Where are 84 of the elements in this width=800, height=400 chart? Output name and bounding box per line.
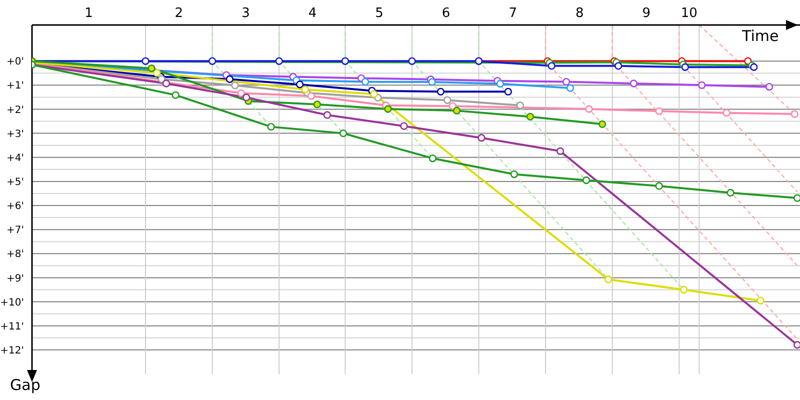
point bbox=[142, 57, 150, 65]
y-tick-label: +1' bbox=[6, 80, 24, 92]
point bbox=[384, 105, 392, 113]
x-tick-label: 1 bbox=[84, 6, 93, 21]
point bbox=[504, 88, 512, 96]
point bbox=[153, 69, 161, 77]
point bbox=[790, 110, 799, 118]
point bbox=[680, 286, 688, 294]
point bbox=[510, 170, 518, 178]
point bbox=[585, 105, 593, 113]
x-tick-label: 4 bbox=[308, 6, 317, 21]
x-tick-label: 2 bbox=[174, 6, 184, 21]
point bbox=[614, 62, 622, 70]
point bbox=[172, 91, 180, 99]
point bbox=[323, 111, 332, 119]
point bbox=[226, 75, 234, 84]
point bbox=[158, 75, 166, 84]
point bbox=[242, 94, 250, 102]
point bbox=[655, 182, 663, 190]
point bbox=[452, 106, 461, 115]
point bbox=[313, 100, 322, 108]
point bbox=[361, 78, 370, 86]
x-tick-label: 10 bbox=[680, 6, 698, 21]
point bbox=[341, 57, 350, 65]
x-tick-label: 6 bbox=[442, 6, 450, 21]
x-tick-label: 3 bbox=[242, 6, 250, 21]
x-axis-title: Time bbox=[742, 27, 779, 45]
y-tick-label: +5' bbox=[6, 177, 24, 188]
point bbox=[556, 147, 564, 155]
point bbox=[655, 107, 663, 116]
point bbox=[630, 80, 638, 88]
point bbox=[793, 194, 800, 202]
point bbox=[208, 57, 216, 65]
point bbox=[793, 341, 800, 349]
y-tick-label: +6' bbox=[6, 201, 24, 212]
y-tick-label: +0' bbox=[6, 56, 24, 68]
point bbox=[428, 78, 436, 86]
x-tick-label: 5 bbox=[375, 6, 384, 21]
point bbox=[765, 83, 774, 91]
point bbox=[604, 276, 612, 284]
point bbox=[275, 57, 283, 65]
x-tick-label: 7 bbox=[508, 6, 517, 21]
y-tick-label: +2' bbox=[6, 104, 24, 116]
point bbox=[301, 86, 309, 94]
y-tick-label: +7' bbox=[6, 225, 24, 236]
point bbox=[400, 122, 408, 130]
y-tick-label: +8' bbox=[6, 249, 24, 260]
point bbox=[726, 188, 734, 197]
point bbox=[237, 89, 245, 97]
point bbox=[516, 102, 524, 110]
point bbox=[296, 80, 304, 88]
x-tick-label: 9 bbox=[642, 6, 651, 21]
point bbox=[526, 112, 534, 121]
point bbox=[307, 92, 315, 100]
point bbox=[496, 80, 504, 88]
y-tick-label: +9' bbox=[6, 273, 24, 284]
point bbox=[598, 120, 606, 128]
point bbox=[444, 96, 452, 104]
point bbox=[562, 78, 570, 86]
point bbox=[722, 109, 730, 117]
point bbox=[370, 90, 378, 98]
y-tick-label: +11' bbox=[0, 321, 24, 332]
x-tick-label: 8 bbox=[575, 6, 584, 21]
point bbox=[148, 64, 156, 72]
point bbox=[756, 296, 764, 304]
point bbox=[428, 154, 437, 162]
point bbox=[566, 84, 574, 92]
y-tick-label: +12' bbox=[0, 345, 24, 356]
point bbox=[478, 134, 486, 142]
y-tick-label: +4' bbox=[6, 152, 24, 164]
y-tick-label: +10' bbox=[0, 297, 24, 308]
point bbox=[448, 102, 457, 110]
point bbox=[339, 129, 348, 138]
y-axis-title: Gap bbox=[10, 376, 40, 394]
point bbox=[681, 63, 689, 71]
point bbox=[698, 81, 706, 90]
point bbox=[408, 57, 416, 65]
point bbox=[436, 88, 445, 96]
point bbox=[267, 122, 275, 131]
point bbox=[231, 82, 239, 90]
point bbox=[548, 62, 556, 70]
y-tick-label: +3' bbox=[6, 128, 24, 140]
point bbox=[582, 176, 590, 184]
point bbox=[162, 80, 170, 88]
